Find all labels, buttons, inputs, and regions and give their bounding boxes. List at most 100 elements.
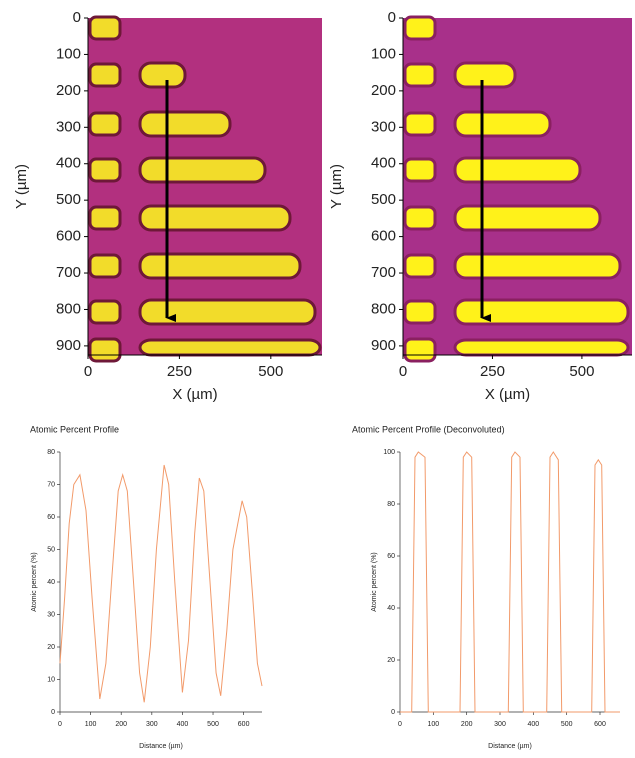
y-tick-label: 700 bbox=[371, 264, 396, 281]
map-stripe bbox=[453, 156, 582, 184]
y-tick-label: 400 bbox=[56, 155, 81, 172]
y-tick-label: 30 bbox=[47, 611, 55, 618]
x-axis-label: Distance (µm) bbox=[139, 743, 183, 750]
map-stripe bbox=[138, 110, 232, 138]
x-tick-label: 0 bbox=[399, 363, 407, 380]
y-tick-label: 80 bbox=[387, 501, 395, 508]
y-tick-label: 60 bbox=[387, 553, 395, 560]
map-stripe bbox=[138, 204, 292, 232]
y-tick-label: 10 bbox=[47, 676, 55, 683]
map-stripe bbox=[138, 61, 187, 89]
map-pad bbox=[403, 111, 437, 137]
map-stripe bbox=[453, 298, 630, 326]
map-image bbox=[88, 15, 322, 363]
x-tick-label: 0 bbox=[58, 721, 62, 728]
profile-line bbox=[400, 451, 620, 713]
y-tick-label: 20 bbox=[387, 657, 395, 664]
x-tick-label: 100 bbox=[427, 721, 439, 728]
map-pad bbox=[88, 299, 122, 325]
y-tick-label: 50 bbox=[47, 546, 55, 553]
map-pad bbox=[403, 157, 437, 183]
map-pad bbox=[403, 253, 437, 279]
map-pad bbox=[88, 111, 122, 137]
map-pad bbox=[403, 62, 437, 88]
map-pad bbox=[403, 337, 437, 363]
map-pad bbox=[403, 205, 437, 231]
x-tick-label: 500 bbox=[207, 721, 219, 728]
y-axis-label: Atomic percent (%) bbox=[371, 552, 378, 612]
y-tick-label: 900 bbox=[56, 337, 81, 354]
map-image bbox=[403, 15, 632, 363]
y-tick-label: 500 bbox=[371, 191, 396, 208]
map-stripe bbox=[453, 61, 517, 89]
y-tick-label: 40 bbox=[387, 605, 395, 612]
y-tick-label: 100 bbox=[56, 45, 81, 62]
map-stripe bbox=[138, 252, 302, 280]
x-tick-label: 500 bbox=[569, 363, 594, 380]
x-axis-label: X (µm) bbox=[485, 386, 530, 403]
map-stripe bbox=[138, 338, 322, 357]
chart-title: Atomic Percent Profile bbox=[30, 424, 119, 434]
profile-line bbox=[59, 464, 263, 703]
map-pad bbox=[88, 253, 122, 279]
map-pad bbox=[88, 15, 122, 41]
y-tick-label: 200 bbox=[56, 82, 81, 99]
chart-title: Atomic Percent Profile (Deconvoluted) bbox=[352, 424, 505, 434]
map-stripe bbox=[453, 338, 630, 357]
x-tick-label: 0 bbox=[398, 721, 402, 728]
x-tick-label: 250 bbox=[167, 363, 192, 380]
x-tick-label: 400 bbox=[527, 721, 539, 728]
map-stripe bbox=[453, 204, 602, 232]
y-axis-label: Atomic percent (%) bbox=[31, 552, 38, 612]
map-pad bbox=[88, 337, 122, 363]
y-tick-label: 100 bbox=[383, 449, 395, 456]
x-tick-label: 300 bbox=[494, 721, 506, 728]
y-tick-label: 0 bbox=[388, 9, 396, 26]
y-tick-label: 400 bbox=[371, 155, 396, 172]
map-stripe bbox=[138, 156, 267, 184]
y-tick-label: 800 bbox=[56, 300, 81, 317]
map-pad bbox=[88, 157, 122, 183]
y-tick-label: 100 bbox=[371, 45, 396, 62]
y-tick-label: 0 bbox=[73, 9, 81, 26]
map-stripe bbox=[453, 110, 552, 138]
x-axis-label: Distance (µm) bbox=[488, 743, 532, 750]
y-tick-label: 80 bbox=[47, 449, 55, 456]
y-tick-label: 20 bbox=[47, 644, 55, 651]
y-tick-label: 600 bbox=[56, 228, 81, 245]
x-tick-label: 500 bbox=[258, 363, 283, 380]
y-tick-label: 40 bbox=[47, 579, 55, 586]
x-tick-label: 0 bbox=[84, 363, 92, 380]
y-axis-label: Y (µm) bbox=[328, 164, 345, 209]
y-tick-label: 600 bbox=[371, 228, 396, 245]
x-tick-label: 100 bbox=[85, 721, 97, 728]
y-tick-label: 900 bbox=[371, 337, 396, 354]
y-tick-label: 60 bbox=[47, 514, 55, 521]
y-tick-label: 0 bbox=[391, 709, 395, 716]
y-axis-label: Y (µm) bbox=[13, 164, 30, 209]
x-tick-label: 500 bbox=[561, 721, 573, 728]
map-pad bbox=[88, 205, 122, 231]
y-tick-label: 800 bbox=[371, 300, 396, 317]
map-stripe bbox=[453, 252, 622, 280]
y-tick-label: 300 bbox=[371, 118, 396, 135]
x-tick-label: 200 bbox=[461, 721, 473, 728]
y-tick-label: 70 bbox=[47, 481, 55, 488]
map-stripe bbox=[138, 298, 317, 326]
x-tick-label: 600 bbox=[594, 721, 606, 728]
map-pad bbox=[88, 62, 122, 88]
x-tick-label: 300 bbox=[146, 721, 158, 728]
map-pad bbox=[403, 15, 437, 41]
x-tick-label: 600 bbox=[238, 721, 250, 728]
x-tick-label: 400 bbox=[177, 721, 189, 728]
x-axis-label: X (µm) bbox=[172, 386, 217, 403]
map-pad bbox=[403, 299, 437, 325]
y-tick-label: 0 bbox=[51, 709, 55, 716]
y-tick-label: 200 bbox=[371, 82, 396, 99]
y-tick-label: 300 bbox=[56, 118, 81, 135]
y-tick-label: 500 bbox=[56, 191, 81, 208]
x-tick-label: 200 bbox=[115, 721, 127, 728]
y-tick-label: 700 bbox=[56, 264, 81, 281]
x-tick-label: 250 bbox=[480, 363, 505, 380]
